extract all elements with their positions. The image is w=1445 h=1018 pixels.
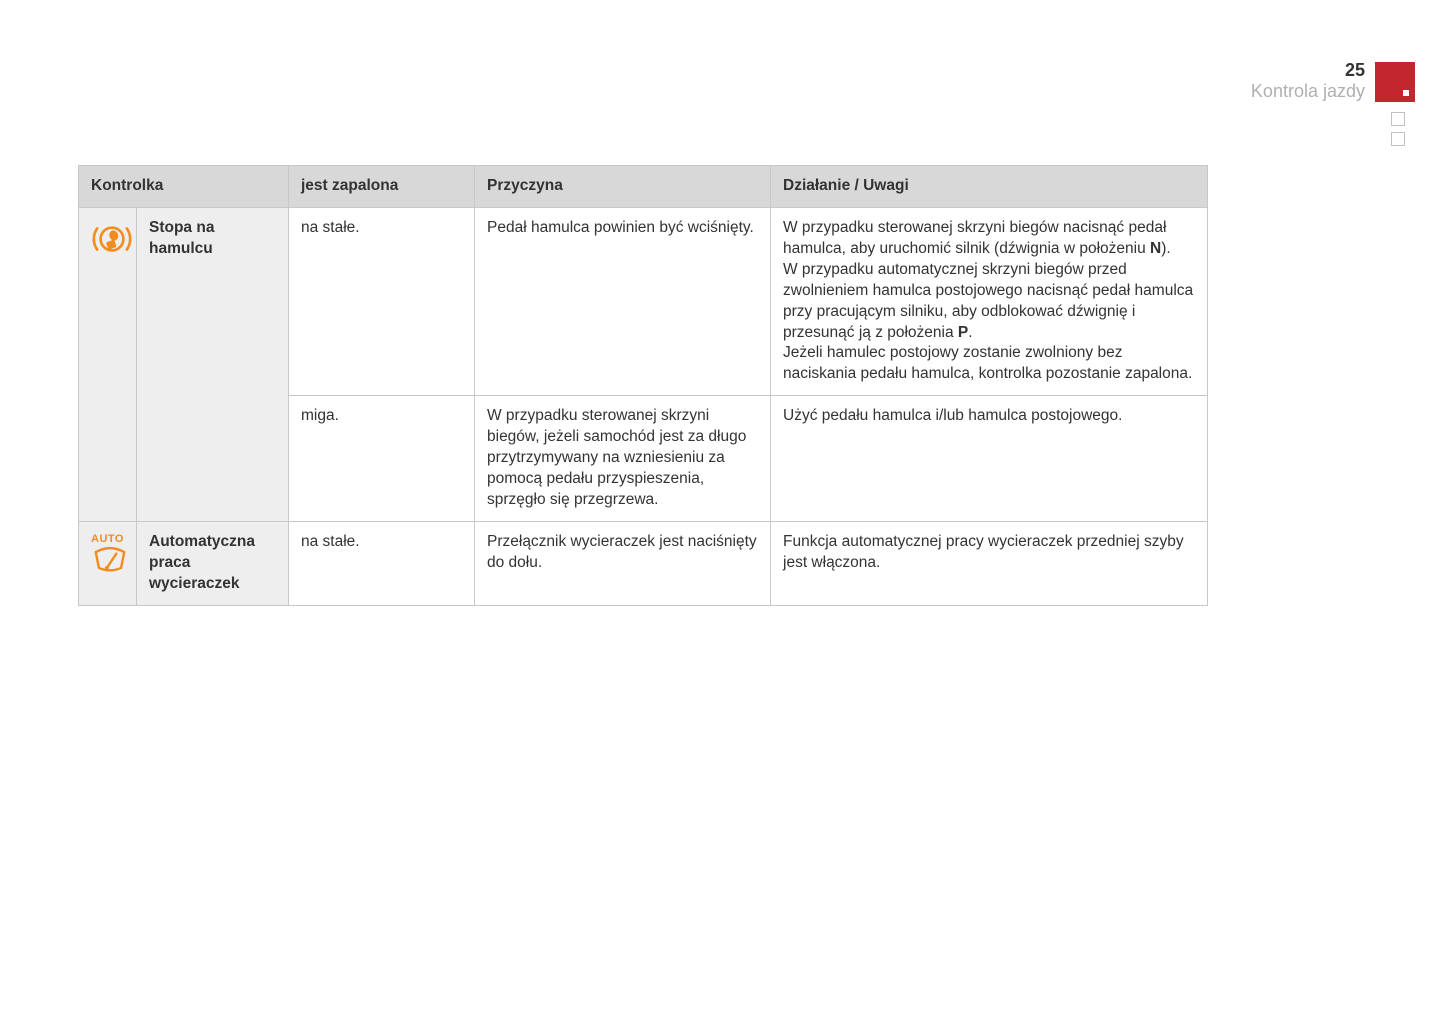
table-header-row: Kontrolka jest zapalona Przyczyna Działa… (79, 166, 1208, 208)
table-row: AUTO Automatyczna praca wycieraczek na s… (79, 521, 1208, 605)
action-bold-p: P (958, 324, 968, 341)
col-header-action: Działanie / Uwagi (771, 166, 1208, 208)
col-header-cause: Przyczyna (475, 166, 771, 208)
col-header-state: jest zapalona (289, 166, 475, 208)
indicators-table-wrap: Kontrolka jest zapalona Przyczyna Działa… (78, 165, 1208, 606)
cause-cell: Pedał hamulca powinien być wciśnięty. (475, 207, 771, 395)
state-cell: na stałe. (289, 521, 475, 605)
margin-markers (1391, 112, 1405, 152)
accent-square (1375, 62, 1415, 102)
action-bold-n: N (1150, 240, 1161, 257)
indicators-table: Kontrolka jest zapalona Przyczyna Działa… (78, 165, 1208, 606)
state-cell: miga. (289, 396, 475, 522)
indicator-icon-cell: AUTO (79, 521, 137, 605)
page-number: 25 (1251, 60, 1365, 81)
page-header: 25 Kontrola jazdy (1251, 60, 1365, 102)
brake-foot-icon (91, 218, 133, 260)
indicator-icon-cell (79, 207, 137, 521)
col-header-indicator: Kontrolka (79, 166, 289, 208)
action-text-pre: W przypadku sterowanej skrzyni biegów na… (783, 219, 1166, 257)
indicator-name-cell: Stopa na hamulcu (137, 207, 289, 521)
indicator-name-cell: Automatyczna praca wycieraczek (137, 521, 289, 605)
table-row: Stopa na hamulcu na stałe. Pedał hamulca… (79, 207, 1208, 395)
state-cell: na stałe. (289, 207, 475, 395)
section-title: Kontrola jazdy (1251, 81, 1365, 102)
action-cell: W przypadku sterowanej skrzyni biegów na… (771, 207, 1208, 395)
cause-cell: W przypadku sterowanej skrzyni biegów, j… (475, 396, 771, 522)
cause-cell: Przełącznik wycieraczek jest naciśnięty … (475, 521, 771, 605)
auto-wiper-icon (91, 545, 129, 575)
action-cell: Użyć pedału hamulca i/lub hamulca postoj… (771, 396, 1208, 522)
action-cell: Funkcja automatycznej pracy wycieraczek … (771, 521, 1208, 605)
